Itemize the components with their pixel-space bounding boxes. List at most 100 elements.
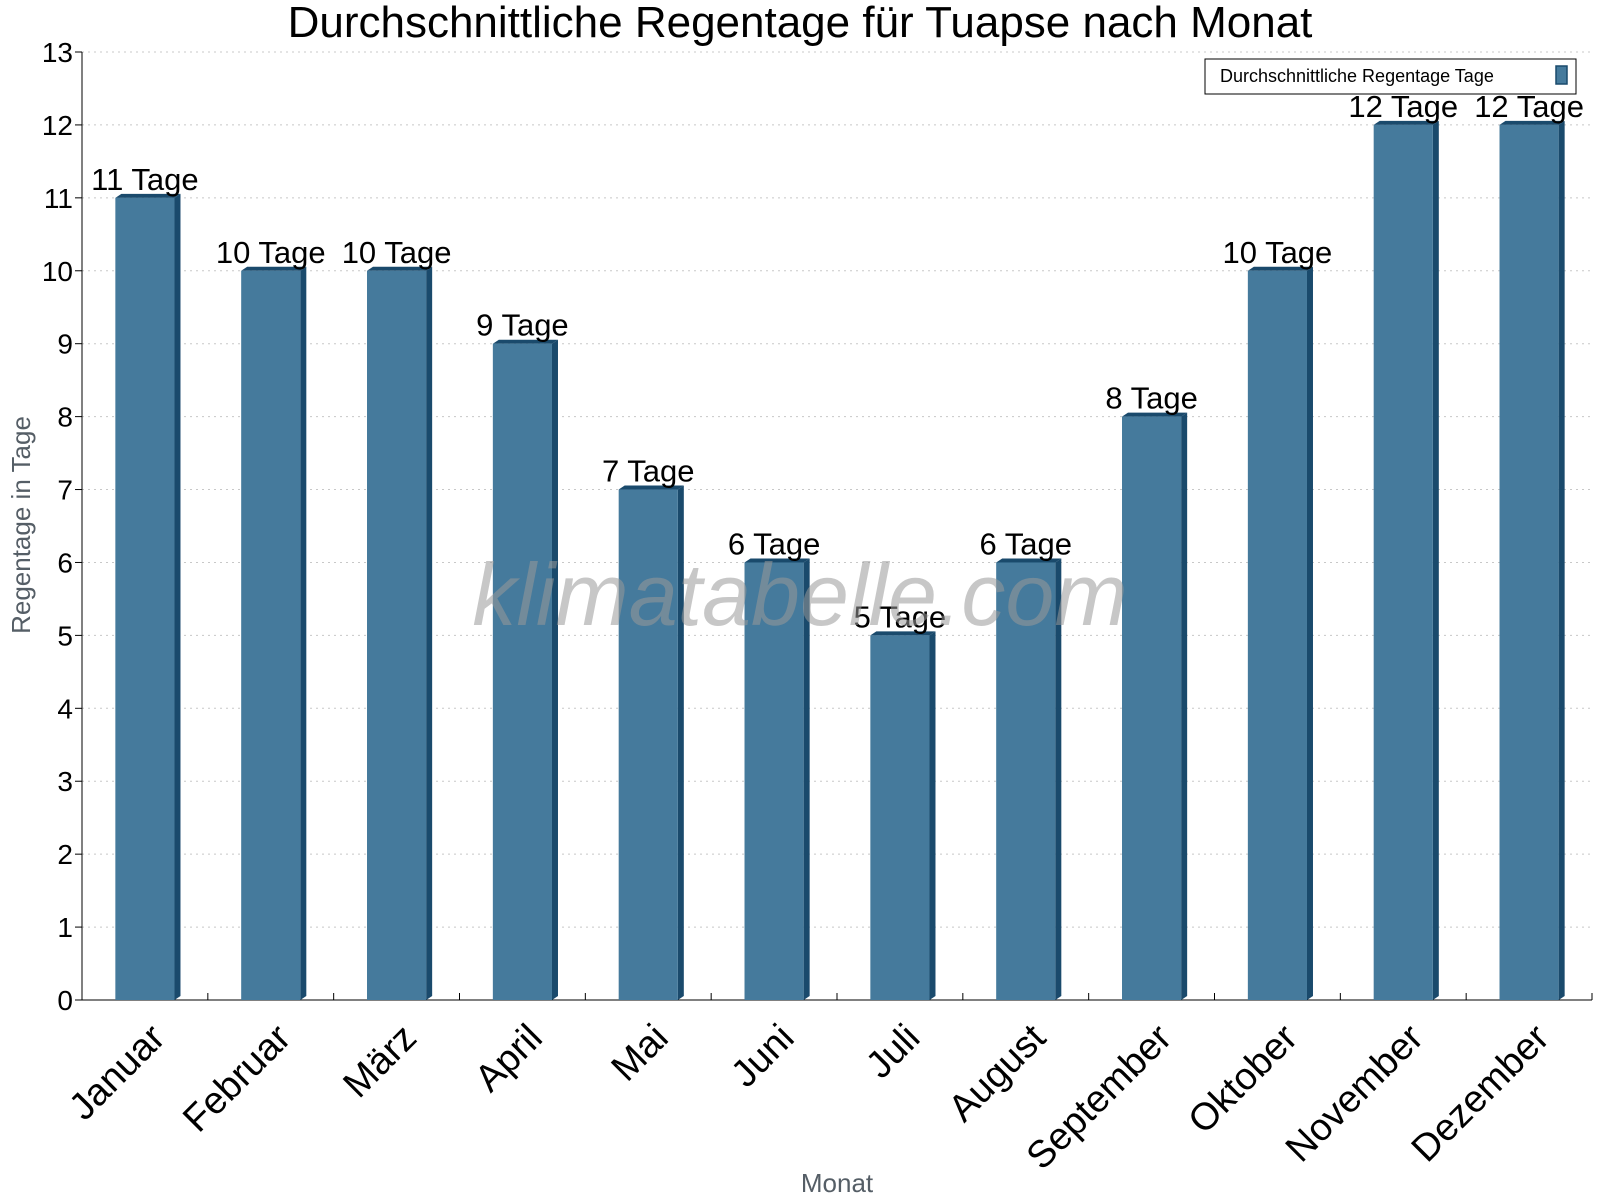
bar <box>1247 270 1307 1000</box>
bar-side <box>677 485 684 1000</box>
bar-side <box>1055 558 1062 1000</box>
bar <box>870 635 930 1000</box>
bar-side <box>1432 120 1439 1000</box>
bar <box>1373 124 1433 1000</box>
data-label: 7 Tage <box>602 454 695 489</box>
bar-top <box>1122 412 1188 417</box>
bar-side <box>551 339 558 1000</box>
axes <box>75 51 1593 1001</box>
bar-april <box>492 339 558 1000</box>
bar-januar <box>115 193 181 1000</box>
y-tick-label: 0 <box>57 985 73 1016</box>
bar-mai <box>618 485 684 1000</box>
y-tick-label: 10 <box>42 256 73 287</box>
bar-side <box>1181 412 1188 1001</box>
bar <box>1499 124 1559 1000</box>
bar <box>618 489 678 1000</box>
bar-top <box>1247 266 1313 271</box>
bar-top <box>744 558 810 563</box>
data-label: 6 Tage <box>728 526 821 561</box>
y-axis-label: Regentage in Tage <box>6 416 36 634</box>
bar <box>241 270 301 1000</box>
y-tick-label: 1 <box>57 912 73 943</box>
bar <box>996 562 1056 1000</box>
x-tick-label: Juli <box>858 1017 928 1087</box>
x-tick-label: Januar <box>61 1016 173 1128</box>
bar <box>1122 416 1182 1001</box>
bar-november <box>1373 120 1439 1000</box>
bar-august <box>996 558 1062 1000</box>
bar-september <box>1122 412 1188 1001</box>
y-tick-label: 4 <box>57 693 73 724</box>
y-tick-label: 12 <box>42 110 73 141</box>
y-tick-label: 13 <box>42 37 73 68</box>
bar-top <box>996 558 1062 563</box>
bar-dezember <box>1499 120 1565 1000</box>
bar-top <box>1373 120 1439 125</box>
legend: Durchschnittliche Regentage Tage <box>1204 58 1577 95</box>
bar-side <box>1306 266 1313 1000</box>
legend-swatch <box>1555 65 1568 85</box>
bar-juni <box>744 558 810 1000</box>
legend-label: Durchschnittliche Regentage Tage <box>1220 66 1494 86</box>
bar <box>744 562 804 1000</box>
chart-title: Durchschnittliche Regentage für Tuapse n… <box>288 0 1313 47</box>
x-tick-labels: Januar Februar März April Mai Juni Juli AugustS… <box>61 1016 1557 1177</box>
data-label: 10 Tage <box>216 235 326 270</box>
y-tick-label: 9 <box>57 329 73 360</box>
bar-side <box>1558 120 1565 1000</box>
bar-oktober <box>1247 266 1313 1000</box>
bar-top <box>492 339 558 344</box>
y-tick-label: 5 <box>57 620 73 651</box>
x-tick-label: August <box>941 1016 1055 1130</box>
bar-top <box>870 631 936 636</box>
bar <box>367 270 427 1000</box>
bar-top <box>367 266 433 271</box>
data-label: 12 Tage <box>1348 89 1458 124</box>
gridlines <box>82 51 1592 928</box>
bar-top <box>241 266 307 271</box>
y-tick-label: 2 <box>57 839 73 870</box>
data-label: 9 Tage <box>476 308 569 343</box>
bar <box>115 197 175 1000</box>
y-tick-label: 8 <box>57 402 73 433</box>
x-tick-label: April <box>467 1017 550 1100</box>
data-label: 5 Tage <box>854 599 947 634</box>
bar-top <box>618 485 684 490</box>
bar-top <box>115 193 181 198</box>
y-tick-label: 6 <box>57 547 73 578</box>
bar-top <box>1499 120 1565 125</box>
y-tick-label: 11 <box>44 183 73 214</box>
data-label: 12 Tage <box>1474 89 1584 124</box>
x-tick-label: Juni <box>723 1017 802 1096</box>
bar-side <box>929 631 936 1000</box>
y-tick-label: 7 <box>57 475 73 506</box>
watermark: klimatabelle.com <box>472 545 1127 644</box>
data-label: 11 Tage <box>91 162 198 197</box>
bar-februar <box>241 266 307 1000</box>
x-tick-label: November <box>1278 1016 1432 1170</box>
data-label: 10 Tage <box>1223 235 1333 270</box>
bar-side <box>300 266 307 1000</box>
bar <box>492 343 552 1000</box>
x-tick-label: Dezember <box>1404 1016 1558 1170</box>
bar-side <box>426 266 433 1000</box>
x-tick-label: Oktober <box>1181 1016 1307 1142</box>
bar-märz <box>367 266 433 1000</box>
bars <box>115 120 1565 1001</box>
x-tick-label: Mai <box>604 1017 677 1090</box>
y-tick-label: 3 <box>57 766 73 797</box>
data-label: 8 Tage <box>1105 381 1198 416</box>
bar-side <box>174 193 181 1000</box>
bar-juli <box>870 631 936 1000</box>
data-labels: 11 Tage 10 Tage 10 Tage 9 Tage 7 Tage 6 Tage 5… <box>91 89 1584 634</box>
x-axis-label: Monat <box>801 1168 874 1198</box>
x-tick-label: Februar <box>175 1016 299 1140</box>
data-label: 6 Tage <box>979 526 1072 561</box>
x-tick-label: März <box>336 1017 425 1106</box>
bar-side <box>803 558 810 1000</box>
legend-box <box>1204 58 1577 95</box>
data-label: 10 Tage <box>342 235 452 270</box>
